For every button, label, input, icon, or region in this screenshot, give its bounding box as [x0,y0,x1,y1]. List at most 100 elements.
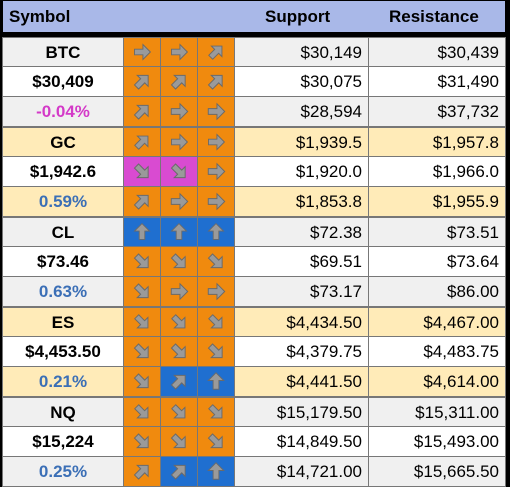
arrow-up-right-icon [208,45,223,60]
arrow-up-right-icon [133,104,149,120]
arrow-up-right-icon [133,74,149,90]
price-label: $73.46 [2,247,124,277]
arrow-right-icon [207,192,226,211]
arrow-down-right-icon [133,283,149,299]
table-header: Symbol Support Resistance [2,0,506,33]
arrow-up-icon [207,462,225,480]
arrow-down-right-icon [133,343,149,359]
arrow-down-right-icon [207,343,223,359]
trend-arrow-cell [198,247,235,277]
arrow-down-right-icon [171,404,186,419]
arrow-down-right-icon [208,404,223,419]
trend-arrow-cell [124,127,161,157]
table-row: 0.21% $4,441.50 $4,614.00 [2,367,506,397]
arrow-down-right-icon [133,373,149,389]
group-gc: GC $1,939.5 $1,957.8 $1,942.6 $1,920.0 $1,966… [2,127,506,217]
trend-arrow-cell [198,277,235,307]
support-value: $4,379.75 [235,337,369,367]
resistance-value: $31,490 [369,67,506,97]
arrow-down-right-icon [171,314,186,329]
trend-arrow-cell [161,457,198,487]
resistance-value: $37,732 [369,97,506,127]
table-row: NQ $15,179.50 $15,311.00 [2,397,506,427]
header-symbol: Symbol [9,7,71,26]
support-value: $28,594 [235,97,369,127]
table-row: $73.46 $69.51 $73.64 [2,247,506,277]
arrow-up-icon [207,222,225,240]
arrow-down-right-icon [170,253,186,269]
header-resistance: Resistance [389,7,479,26]
arrow-up-right-icon [207,74,223,90]
trend-arrow-cell [124,247,161,277]
trend-arrow-cell [161,127,198,157]
trend-arrow-cell [161,367,198,397]
symbol-label: BTC [2,37,124,67]
trend-arrow-cell [124,217,161,247]
trend-arrow-cell [161,37,198,67]
table-row: $15,224 $14,849.50 $15,493.00 [2,427,506,457]
trend-arrow-cell [161,187,198,217]
resistance-value: $1,955.9 [369,187,506,217]
table-row: ES $4,434.50 $4,467.00 [2,307,506,337]
trend-arrow-cell [198,157,235,187]
arrow-up-right-icon [133,194,149,210]
price-label: $1,942.6 [2,157,124,187]
arrow-up-right-icon [133,464,149,480]
group-btc: BTC $30,149 $30,439 $30,409 $30,075 $31,490 -0… [2,37,506,127]
resistance-value: $73.64 [369,247,506,277]
trend-arrow-cell [161,67,198,97]
arrow-down-right-icon [133,253,149,269]
support-value: $73.17 [235,277,369,307]
symbol-label: ES [2,307,124,337]
arrow-down-right-icon [170,343,186,359]
arrow-up-right-icon [170,74,186,90]
resistance-value: $73.51 [369,217,506,247]
trend-arrow-cell [198,127,235,157]
trend-arrow-cell [124,157,161,187]
trend-arrow-cell [198,337,235,367]
arrow-right-icon [170,102,189,121]
support-value: $30,075 [235,67,369,97]
resistance-value: $15,493.00 [369,427,506,457]
arrow-up-right-icon [170,374,186,390]
table-row: -0.04% $28,594 $37,732 [2,97,506,127]
arrow-right-icon [207,162,226,181]
resistance-value: $1,957.8 [369,127,506,157]
header-support: Support [265,7,331,26]
arrow-up-icon [170,222,188,240]
arrow-down-right-icon [133,433,149,449]
arrow-up-icon [133,222,151,240]
arrow-right-icon [207,102,226,121]
support-value: $14,849.50 [235,427,369,457]
support-value: $30,149 [235,37,369,67]
trend-arrow-cell [161,307,198,337]
trend-arrow-cell [124,37,161,67]
change-label: 0.59% [2,187,124,217]
resistance-value: $30,439 [369,37,506,67]
trend-arrow-cell [198,67,235,97]
symbol-label: CL [2,217,124,247]
table-row: $1,942.6 $1,920.0 $1,966.0 [2,157,506,187]
trend-arrow-cell [161,397,198,427]
trend-arrow-cell [161,217,198,247]
arrow-down-right-icon [208,314,223,329]
change-label: 0.63% [2,277,124,307]
trend-arrow-cell [124,367,161,397]
arrow-right-icon [170,192,189,211]
arrow-down-right-icon [134,404,149,419]
group-nq: NQ $15,179.50 $15,311.00 $15,224 $14,849.50 $… [2,397,506,487]
arrow-down-right-icon [207,433,223,449]
trend-arrow-cell [161,337,198,367]
arrow-right-icon [134,43,152,61]
resistance-value: $4,483.75 [369,337,506,367]
change-label: 0.25% [2,457,124,487]
trend-arrow-cell [198,457,235,487]
price-label: $4,453.50 [2,337,124,367]
trend-arrow-cell [198,367,235,397]
trend-arrow-cell [124,397,161,427]
arrow-right-icon [208,133,226,151]
support-value: $14,721.00 [235,457,369,487]
symbol-label: GC [2,127,124,157]
arrow-up-icon [207,372,225,390]
